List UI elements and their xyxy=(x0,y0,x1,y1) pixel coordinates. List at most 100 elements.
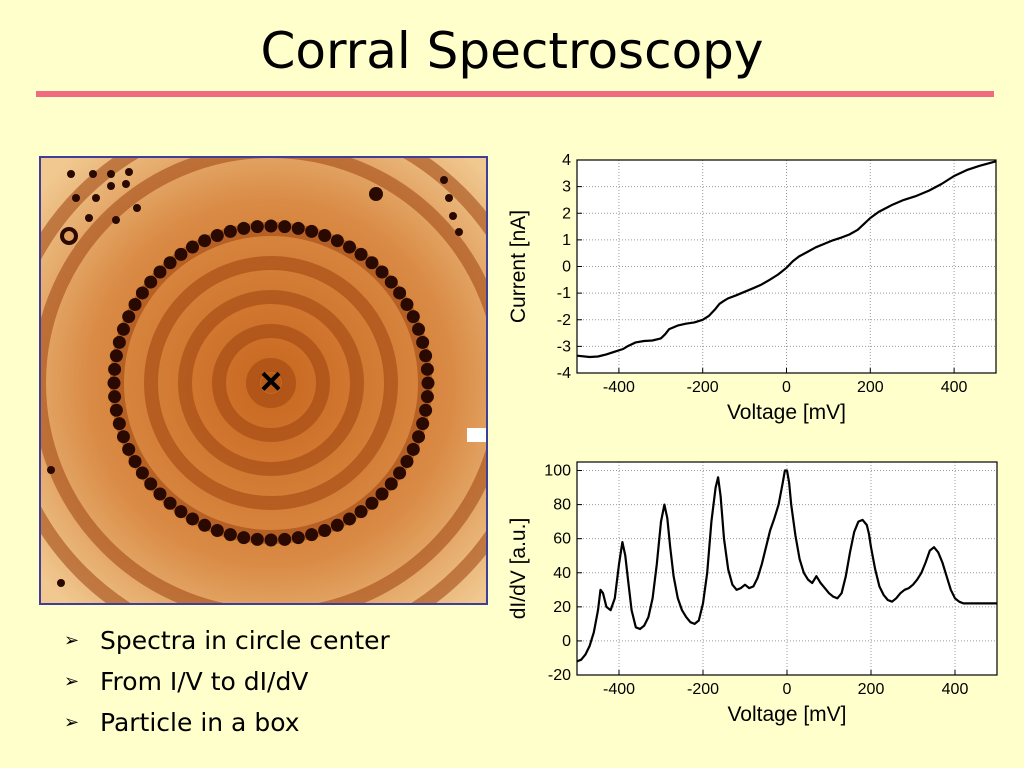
stm-corral-graphic: × xyxy=(41,158,486,603)
adatom xyxy=(237,531,251,545)
x-tick-label: 400 xyxy=(941,379,968,396)
adatom xyxy=(112,417,126,431)
adatom xyxy=(108,362,122,376)
adatom xyxy=(135,286,149,300)
y-tick-label: -3 xyxy=(557,338,571,355)
adatom xyxy=(406,442,420,456)
stray-adatom xyxy=(449,212,457,220)
slide-title: Corral Spectroscopy xyxy=(260,22,764,80)
x-tick-label: -400 xyxy=(603,681,635,698)
stray-adatom xyxy=(455,228,463,236)
y-tick-label: 4 xyxy=(562,152,571,169)
adatom-cluster-center xyxy=(64,231,74,241)
stray-adatoms xyxy=(47,168,463,587)
y-tick-label: -4 xyxy=(557,365,571,382)
adatom xyxy=(174,505,188,519)
adatom xyxy=(116,430,130,444)
x-tick-label: 0 xyxy=(783,681,792,698)
adatom xyxy=(343,512,356,526)
adatom xyxy=(163,256,177,270)
adatom xyxy=(278,220,292,234)
wave-ring xyxy=(144,256,398,510)
bright-spot xyxy=(467,428,486,442)
stray-adatom xyxy=(445,194,453,202)
adatom xyxy=(198,518,212,532)
adatom xyxy=(186,240,199,254)
stray-adatom xyxy=(47,466,55,474)
stray-adatom xyxy=(89,170,97,178)
x-tick-label: -200 xyxy=(687,681,719,698)
adatom xyxy=(153,265,167,279)
bullet-text: Particle in a box xyxy=(100,708,300,737)
adatom xyxy=(128,455,142,468)
adatom xyxy=(393,286,407,300)
adatom xyxy=(163,496,177,510)
y-tick-label: -2 xyxy=(557,312,571,329)
stray-adatom xyxy=(125,168,133,176)
adatom xyxy=(416,335,430,349)
adatom xyxy=(122,310,136,324)
stray-adatom xyxy=(133,204,141,212)
x-tick-label: 0 xyxy=(782,379,791,396)
adatom xyxy=(210,524,224,538)
adatom xyxy=(400,298,414,311)
y-tick-label: 0 xyxy=(562,633,571,650)
adatom xyxy=(419,403,433,417)
adatom xyxy=(237,221,251,235)
y-tick-label: 40 xyxy=(553,565,571,582)
adatom xyxy=(107,376,121,390)
adatom xyxy=(198,234,212,248)
arrowhead-bullet-icon: ➢ xyxy=(64,630,80,651)
adatom xyxy=(354,505,368,519)
x-axis-label: Voltage [mV] xyxy=(727,401,846,424)
stray-adatom xyxy=(369,187,383,201)
adatom xyxy=(128,298,142,311)
adatom xyxy=(384,275,398,289)
adatom xyxy=(109,403,123,417)
stray-adatom xyxy=(92,194,100,202)
stray-adatom xyxy=(107,182,115,190)
x-tick-label: 400 xyxy=(942,681,969,698)
adatom xyxy=(400,455,414,468)
plot-area xyxy=(577,462,997,675)
y-tick-label: 0 xyxy=(562,259,571,276)
adatom xyxy=(375,265,389,279)
adatom xyxy=(291,221,305,235)
adatom xyxy=(318,524,332,538)
adatom xyxy=(108,390,122,404)
stray-adatom xyxy=(67,170,75,178)
wave-ring xyxy=(178,290,364,476)
adatom xyxy=(109,349,123,363)
adatom xyxy=(420,362,434,376)
bullet-item: ➢ Particle in a box xyxy=(64,708,390,749)
adatom xyxy=(365,256,379,270)
x-tick-label: -200 xyxy=(687,379,719,396)
iv-chart: -400 -200 0 200 400 -4 -3 -2 -1 0 1 2 3 4 Voltage [mV]… xyxy=(507,152,997,424)
x-axis-label: Voltage [mV] xyxy=(727,703,846,726)
adatom xyxy=(365,496,379,510)
y-tick-label: 1 xyxy=(562,232,571,249)
adatom xyxy=(210,228,224,242)
adatom xyxy=(153,487,167,501)
adatom xyxy=(354,247,368,261)
stray-adatom xyxy=(112,216,120,224)
stray-adatom xyxy=(57,579,65,587)
adatom xyxy=(250,220,264,234)
adatom xyxy=(419,349,433,363)
stray-adatom xyxy=(72,194,80,202)
adatom xyxy=(393,466,407,480)
bullet-item: ➢ Spectra in circle center xyxy=(64,626,390,667)
adatom xyxy=(144,477,158,491)
stm-corral-image: × xyxy=(39,156,488,605)
adatom xyxy=(384,477,398,491)
y-tick-label: 2 xyxy=(562,205,571,222)
title-underline xyxy=(36,91,994,97)
adatom xyxy=(144,275,158,289)
y-tick-label: 3 xyxy=(562,179,571,196)
adatom xyxy=(330,234,344,248)
adatom xyxy=(291,531,305,545)
x-tick-label: 200 xyxy=(858,681,885,698)
y-tick-label: 80 xyxy=(553,497,571,514)
adatom xyxy=(406,310,420,324)
